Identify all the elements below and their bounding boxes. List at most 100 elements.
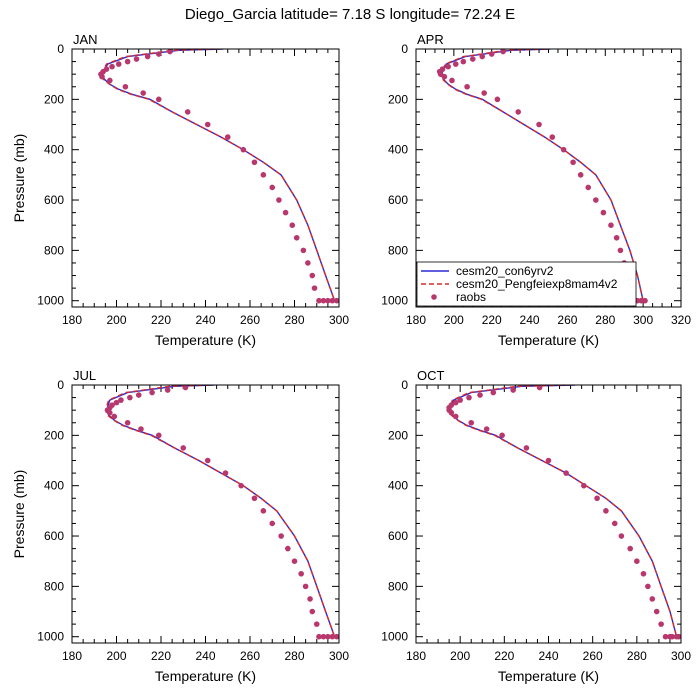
y-tick-label: 200 (388, 428, 408, 442)
data-point (109, 63, 115, 70)
data-point (204, 457, 211, 464)
plot-frame (415, 384, 682, 644)
data-point (469, 56, 476, 62)
x-tick-label: 240 (195, 649, 215, 663)
data-point (115, 61, 122, 67)
x-tick-label: 200 (106, 649, 126, 663)
x-tick-label: 200 (444, 313, 464, 327)
data-point (291, 558, 298, 564)
data-point (305, 260, 311, 266)
x-tick-label: 280 (284, 313, 304, 327)
x-axis-label: Temperature (K) (155, 668, 256, 684)
panel-label: OCT (417, 368, 445, 383)
data-point (99, 73, 105, 80)
x-tick-label: 260 (583, 649, 603, 663)
plot-frame (71, 384, 340, 644)
data-point (593, 197, 599, 203)
data-point (549, 134, 556, 140)
ticks (71, 48, 340, 307)
data-point (464, 83, 470, 90)
x-tick-label: 300 (671, 649, 691, 663)
data-point (329, 297, 336, 304)
y-tick-label: 1000 (381, 630, 408, 644)
data-point (184, 109, 191, 115)
data-point (240, 146, 247, 153)
x-tick-label: 280 (627, 649, 647, 663)
data-point (477, 392, 483, 398)
data-point (585, 184, 592, 191)
data-point (500, 49, 506, 55)
series-group (98, 49, 339, 304)
data-point (563, 470, 569, 476)
y-tick-label: 800 (44, 243, 64, 257)
data-point (325, 633, 331, 640)
data-point (600, 209, 607, 216)
x-axis-label: Temperature (K) (498, 668, 599, 684)
data-point (144, 53, 151, 60)
data-point (653, 608, 660, 615)
data-point (523, 445, 530, 451)
data-point (608, 222, 614, 228)
data-point (325, 297, 331, 304)
data-point (311, 285, 318, 291)
data-point (617, 247, 624, 254)
data-point (155, 96, 162, 103)
data-point (260, 508, 267, 514)
data-point (457, 397, 463, 403)
x-tick-label: 220 (151, 649, 171, 663)
y-tick-label: 200 (44, 428, 64, 442)
data-point (133, 56, 140, 62)
data-point (445, 63, 451, 70)
data-point (536, 385, 543, 391)
data-point (675, 633, 681, 640)
y-tick-label: 600 (44, 529, 64, 543)
x-tick-label: 220 (494, 649, 514, 663)
data-point (300, 247, 307, 254)
y-tick-label: 0 (57, 42, 64, 56)
data-point (313, 621, 320, 627)
data-point (481, 90, 487, 96)
y-tick-label: 1000 (37, 294, 64, 308)
data-point (642, 297, 648, 304)
legend-box (416, 261, 637, 307)
data-point (238, 482, 244, 489)
y-tick-label: 800 (388, 243, 408, 257)
data-point (333, 297, 339, 304)
data-point (510, 387, 516, 393)
data-point (276, 197, 282, 203)
data-point (662, 633, 669, 640)
ticks (71, 384, 340, 643)
panels-container: JAN 180 200 220 240 260 280 300 0 200 400 600 800 100… (11, 32, 691, 684)
data-point (285, 545, 291, 552)
series-line (105, 385, 336, 637)
y-tick-label: 1000 (381, 294, 408, 308)
data-point (111, 413, 118, 420)
data-point (581, 482, 587, 489)
panel-label: APR (417, 32, 444, 47)
data-point (182, 385, 189, 391)
data-point (611, 520, 618, 527)
data-point (320, 633, 327, 640)
data-point (333, 633, 339, 640)
data-point (124, 58, 131, 65)
data-point (460, 58, 467, 65)
series-line (101, 49, 336, 301)
plot-frame (415, 48, 682, 308)
data-point (107, 77, 113, 84)
series-line (449, 385, 678, 637)
x-tick-label: 260 (557, 313, 577, 327)
panel-jul: JUL 180 200 220 240 260 280 300 0 200 400 600 800 100… (11, 368, 349, 684)
data-point (135, 392, 142, 398)
x-tick-label: 300 (329, 313, 349, 327)
y-tick-label: 200 (44, 92, 64, 106)
data-point (289, 222, 296, 228)
data-point (309, 608, 316, 615)
x-tick-label: 240 (538, 649, 558, 663)
legend-label: cesm20_con6yrv2 (456, 264, 554, 278)
data-point (329, 633, 336, 640)
x-tick-label: 300 (329, 649, 349, 663)
data-point (309, 272, 316, 279)
series-line (448, 385, 678, 637)
panel-apr: APR 180 200 220 240 260 280 300 320 0 200 400 600 800… (381, 32, 691, 348)
y-tick-label: 400 (388, 143, 408, 157)
